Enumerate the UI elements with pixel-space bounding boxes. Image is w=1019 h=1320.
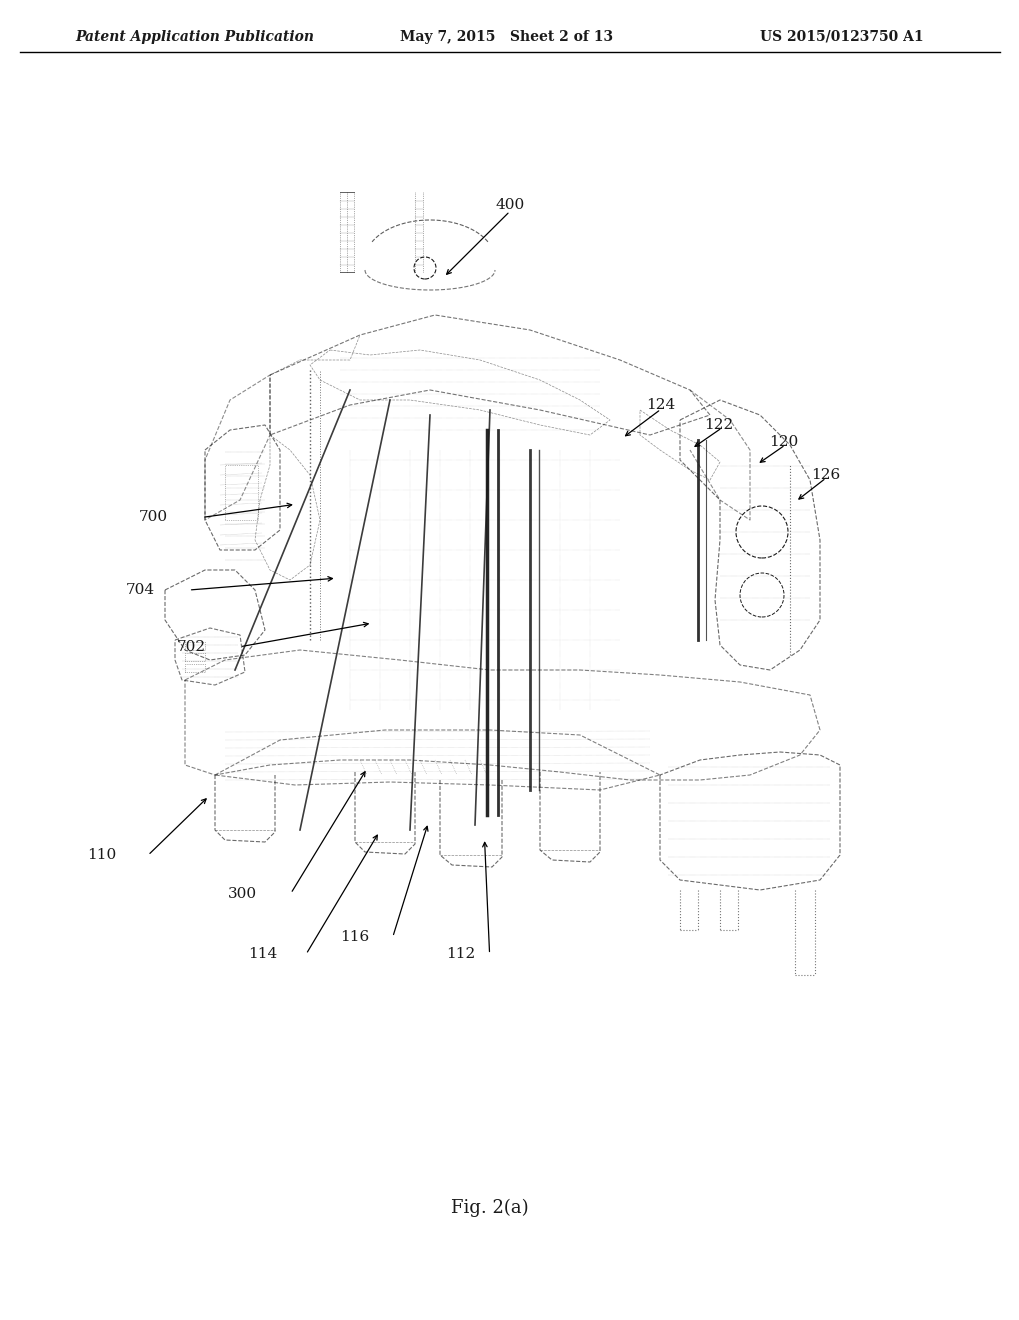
Text: 110: 110	[88, 849, 116, 862]
Text: US 2015/0123750 A1: US 2015/0123750 A1	[759, 30, 923, 44]
Text: May 7, 2015   Sheet 2 of 13: May 7, 2015 Sheet 2 of 13	[399, 30, 612, 44]
Text: 122: 122	[704, 418, 733, 432]
Text: 702: 702	[177, 640, 206, 653]
Text: 700: 700	[139, 511, 167, 524]
Text: 124: 124	[646, 399, 675, 412]
Text: 126: 126	[811, 469, 840, 482]
Text: 120: 120	[768, 436, 797, 449]
Text: 300: 300	[228, 887, 257, 900]
Text: Patent Application Publication: Patent Application Publication	[75, 30, 314, 44]
Text: 116: 116	[340, 931, 369, 944]
Text: 114: 114	[249, 948, 277, 961]
Text: Fig. 2(a): Fig. 2(a)	[450, 1199, 528, 1217]
Text: 400: 400	[495, 198, 524, 211]
Text: 112: 112	[446, 948, 475, 961]
Text: 704: 704	[126, 583, 155, 597]
